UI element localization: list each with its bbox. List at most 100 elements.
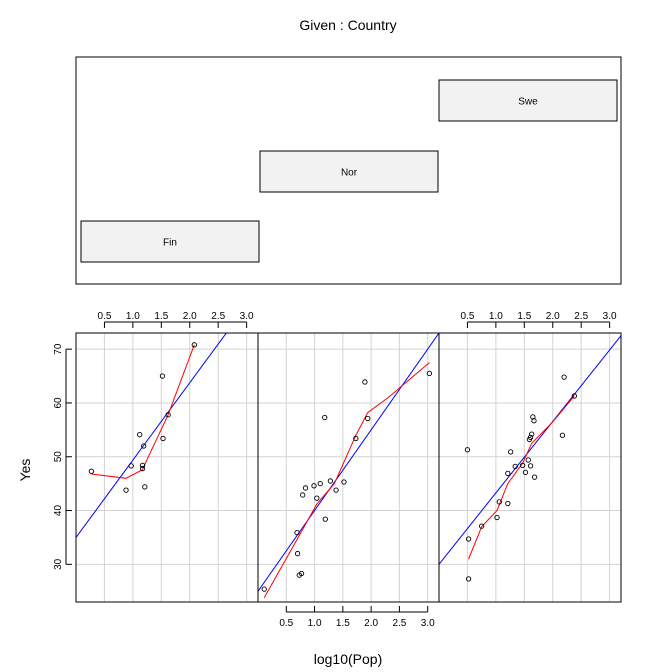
y-tick-label: 30 [53, 558, 64, 570]
data-point [294, 529, 300, 536]
data-point [165, 412, 171, 418]
data-point [139, 462, 146, 468]
data-point [527, 463, 534, 469]
data-point [464, 447, 471, 453]
given-strip-swe [438, 79, 618, 122]
data-point [512, 463, 518, 470]
given-strip-fin [80, 220, 260, 263]
data-point [314, 495, 320, 501]
x-tick-label: 0.5 [97, 311, 111, 322]
data-point [160, 435, 166, 442]
data-point [300, 492, 306, 498]
x-tick-label: 2.5 [392, 618, 406, 629]
x-tick-label: 3.0 [603, 311, 617, 322]
data-point [525, 457, 531, 463]
data-point [353, 435, 359, 442]
y-tick-label: 40 [53, 505, 64, 517]
x-tick-label: 0.5 [279, 618, 293, 629]
data-point [362, 379, 368, 385]
panel-grid [76, 333, 258, 602]
x-tick-label: 1.5 [336, 618, 350, 629]
y-tick-label: 50 [53, 451, 64, 463]
data-point [571, 393, 578, 399]
data-point [426, 370, 433, 376]
panel-frame [438, 332, 622, 603]
data-point [527, 434, 534, 441]
scatter-panels: 0.5 1.0 1.5 2.0 2.5 3.0 30 40 50 60 70 0.5 1.0 1.5 2.0… [53, 311, 622, 629]
x-tick-label: 2.0 [183, 311, 197, 322]
x-tick-label: 1.5 [517, 311, 531, 322]
data-point [531, 474, 538, 480]
panel-frame [75, 332, 259, 603]
x-tick-label: 2.0 [364, 618, 378, 629]
x-tick-label: 2.0 [546, 311, 560, 322]
data-point [302, 485, 309, 491]
panel-grid [258, 333, 439, 602]
data-point [496, 499, 502, 505]
given-frame [75, 56, 622, 285]
data-point [465, 536, 472, 542]
y-axis-title: Yes [17, 459, 33, 482]
fit-line [258, 333, 439, 592]
data-point [333, 487, 339, 493]
data-point [139, 465, 146, 472]
fit-line [76, 333, 227, 538]
data-point [365, 415, 371, 422]
data-point [261, 586, 267, 592]
x-tick-label: 1.0 [308, 618, 322, 629]
x-tick-label: 3.0 [421, 618, 435, 629]
smooth-line [263, 362, 430, 598]
panel-lines [258, 333, 439, 598]
data-point [317, 480, 323, 487]
given-strip-label: Swe [518, 97, 538, 108]
x-tick-label: 1.5 [154, 311, 168, 322]
data-point [298, 570, 305, 577]
y-tick-label: 70 [53, 343, 64, 355]
x-axis-top: 0.5 1.0 1.5 2.0 2.5 3.0 [460, 311, 617, 328]
panel-frame [257, 332, 440, 603]
x-tick-label: 0.5 [460, 311, 474, 322]
data-point [159, 373, 166, 379]
given-title: Given : Country [299, 17, 396, 33]
fit-line [439, 335, 621, 565]
y-axis: 30 40 50 60 70 [53, 343, 72, 570]
panel-lines [76, 333, 227, 538]
data-point [294, 550, 301, 557]
data-point [128, 463, 134, 469]
given-strip-label: Fin [163, 238, 177, 249]
data-point [561, 374, 567, 380]
panel-swe: 0.5 1.0 1.5 2.0 2.5 3.0 [438, 311, 622, 603]
smooth-line [468, 395, 575, 560]
data-point [465, 576, 472, 582]
x-axis-title: log10(Pop) [314, 651, 383, 667]
data-point [137, 432, 143, 438]
data-point [505, 500, 511, 507]
data-point [142, 484, 148, 490]
x-tick-label: 2.5 [211, 311, 225, 322]
data-point [141, 443, 147, 449]
smooth-line [91, 344, 195, 479]
panel-fin: 0.5 1.0 1.5 2.0 2.5 3.0 30 40 50 60 70 [53, 311, 259, 603]
x-axis-top: 0.5 1.0 1.5 2.0 2.5 3.0 [97, 311, 254, 328]
data-point [494, 514, 500, 521]
given-strip-label: Nor [341, 168, 358, 179]
panel-nor: 0.5 1.0 1.5 2.0 2.5 3.0 [257, 332, 440, 629]
data-point [311, 483, 317, 489]
data-point [322, 414, 328, 421]
data-point [88, 468, 95, 474]
panel-grid [439, 333, 621, 602]
data-point [327, 478, 334, 484]
data-point [531, 418, 537, 424]
data-point [341, 479, 347, 485]
data-point [559, 432, 566, 438]
x-tick-label: 1.0 [489, 311, 503, 322]
given-strip-nor [259, 150, 439, 193]
data-point [519, 462, 526, 468]
data-point [522, 469, 529, 475]
data-point [322, 516, 328, 522]
x-tick-label: 3.0 [240, 311, 254, 322]
data-point [529, 431, 535, 437]
data-point [505, 470, 511, 477]
